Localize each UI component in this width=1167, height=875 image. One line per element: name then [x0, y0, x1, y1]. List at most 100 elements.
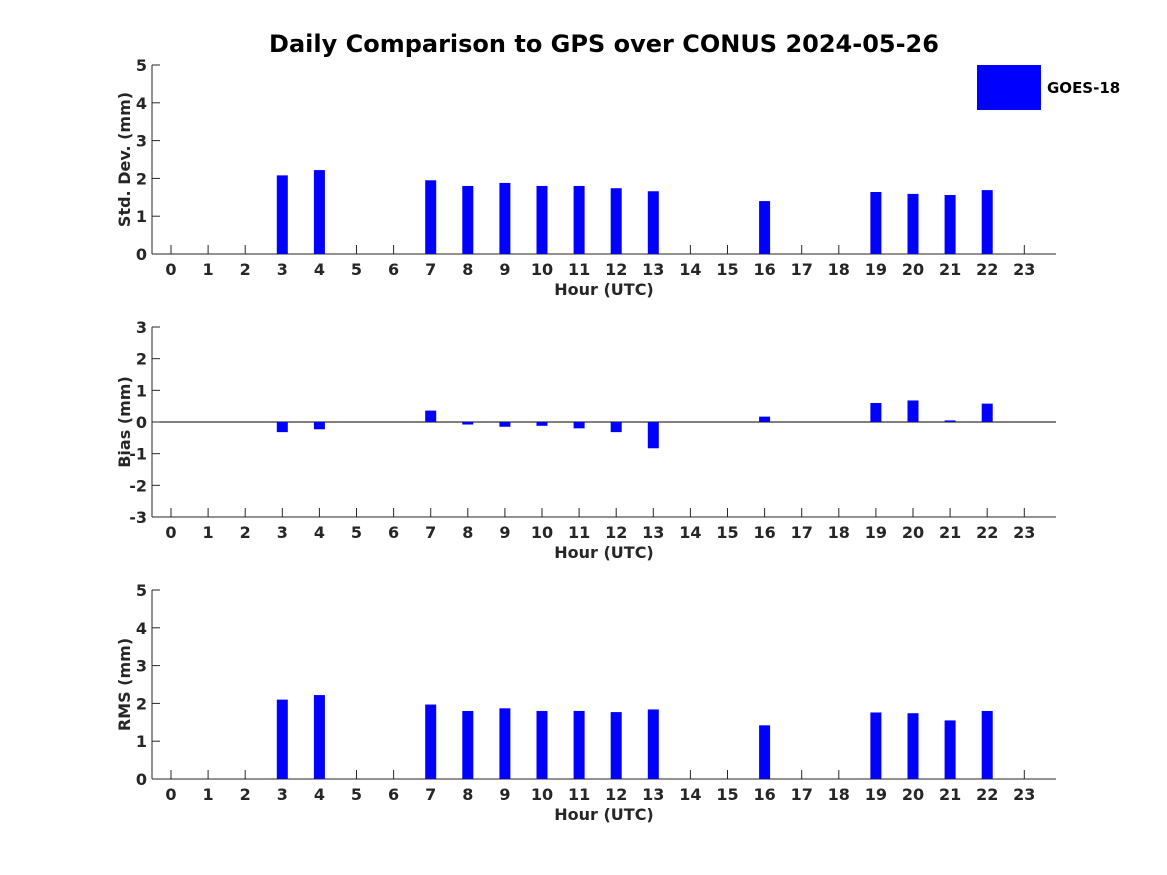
bar-bias-hour-19	[870, 403, 882, 422]
y-tick-label: 3	[136, 318, 147, 337]
x-tick-label: 21	[939, 260, 961, 279]
bar-rms-hour-19	[870, 712, 882, 779]
x-tick-label: 0	[165, 260, 176, 279]
y-axis-label: Std. Dev. (mm)	[115, 92, 134, 227]
bar-rms-hour-9	[499, 708, 511, 779]
x-tick-label: 4	[314, 523, 325, 542]
x-tick-label: 1	[203, 523, 214, 542]
x-tick-label: 18	[828, 260, 850, 279]
bar-rms-hour-13	[647, 709, 659, 779]
x-tick-label: 15	[716, 785, 738, 804]
x-tick-label: 6	[388, 260, 399, 279]
x-tick-label: 0	[165, 523, 176, 542]
x-tick-label: 5	[351, 785, 362, 804]
x-tick-label: 14	[679, 523, 701, 542]
x-tick-label: 20	[902, 785, 924, 804]
x-tick-label: 2	[240, 785, 251, 804]
bar-bias-hour-3	[276, 422, 288, 433]
x-tick-label: 5	[351, 523, 362, 542]
x-tick-label: 22	[976, 523, 998, 542]
y-tick-label: 4	[136, 619, 147, 638]
y-tick-label: 2	[136, 694, 147, 713]
y-axis-label: RMS (mm)	[115, 638, 134, 731]
x-axis-label: Hour (UTC)	[554, 805, 654, 824]
x-tick-label: 4	[314, 260, 325, 279]
legend: GOES-18	[977, 65, 1120, 110]
x-tick-label: 1	[203, 785, 214, 804]
x-tick-label: 22	[976, 785, 998, 804]
y-tick-label: 2	[136, 169, 147, 188]
y-tick-label: 5	[136, 56, 147, 75]
x-tick-label: 19	[865, 523, 887, 542]
bar-rms-hour-11	[573, 710, 585, 779]
x-tick-label: 23	[1013, 785, 1035, 804]
bar-std-dev-hour-10	[536, 185, 548, 254]
x-tick-label: 23	[1013, 260, 1035, 279]
x-tick-label: 17	[791, 260, 813, 279]
y-tick-label: 0	[136, 770, 147, 789]
bar-rms-hour-21	[944, 720, 956, 779]
x-tick-label: 15	[716, 260, 738, 279]
bar-bias-hour-12	[610, 422, 622, 433]
y-tick-label: 1	[136, 381, 147, 400]
y-tick-label: 5	[136, 581, 147, 600]
x-tick-label: 12	[605, 260, 627, 279]
bar-std-dev-hour-22	[981, 190, 993, 254]
x-tick-label: 17	[791, 785, 813, 804]
x-tick-label: 4	[314, 785, 325, 804]
x-tick-label: 18	[828, 785, 850, 804]
x-tick-label: 7	[425, 260, 436, 279]
x-tick-label: 22	[976, 260, 998, 279]
bar-bias-hour-11	[573, 422, 585, 429]
bar-bias-hour-7	[425, 410, 437, 422]
legend-swatch	[977, 65, 1041, 110]
bar-bias-hour-21	[944, 420, 956, 422]
x-tick-label: 8	[462, 785, 473, 804]
y-axis-label: Bias (mm)	[115, 376, 134, 468]
x-tick-label: 21	[939, 785, 961, 804]
x-tick-label: 19	[865, 785, 887, 804]
x-tick-label: 3	[277, 785, 288, 804]
y-tick-label: -2	[129, 476, 147, 495]
x-tick-label: 16	[753, 523, 775, 542]
y-tick-label: 2	[136, 350, 147, 369]
bar-rms-hour-12	[610, 712, 622, 779]
x-tick-label: 20	[902, 260, 924, 279]
x-tick-label: 3	[277, 523, 288, 542]
bar-std-dev-hour-11	[573, 185, 585, 254]
bar-rms-hour-8	[462, 710, 474, 779]
bar-bias-hour-16	[759, 416, 771, 422]
x-tick-label: 7	[425, 785, 436, 804]
bar-bias-hour-9	[499, 422, 511, 427]
bar-std-dev-hour-19	[870, 192, 882, 254]
x-tick-label: 2	[240, 260, 251, 279]
bar-std-dev-hour-8	[462, 185, 474, 254]
bar-std-dev-hour-4	[313, 170, 325, 254]
x-tick-label: 1	[203, 260, 214, 279]
x-tick-label: 9	[499, 523, 510, 542]
bar-rms-hour-4	[313, 695, 325, 779]
x-tick-label: 11	[568, 523, 590, 542]
bar-std-dev-hour-13	[647, 191, 659, 254]
bar-bias-hour-4	[313, 422, 325, 430]
bar-bias-hour-8	[462, 422, 474, 425]
x-tick-label: 9	[499, 260, 510, 279]
x-axis-label: Hour (UTC)	[554, 280, 654, 299]
x-tick-label: 14	[679, 260, 701, 279]
x-tick-label: 15	[716, 523, 738, 542]
x-tick-label: 13	[642, 260, 664, 279]
x-tick-label: 10	[531, 523, 553, 542]
x-tick-label: 13	[642, 785, 664, 804]
bar-rms-hour-20	[907, 713, 919, 779]
y-tick-label: 1	[136, 207, 147, 226]
x-tick-label: 11	[568, 785, 590, 804]
x-tick-label: 16	[753, 260, 775, 279]
bar-std-dev-hour-7	[425, 180, 437, 254]
bar-rms-hour-3	[276, 699, 288, 779]
bar-rms-hour-16	[759, 725, 771, 779]
x-tick-label: 10	[531, 785, 553, 804]
